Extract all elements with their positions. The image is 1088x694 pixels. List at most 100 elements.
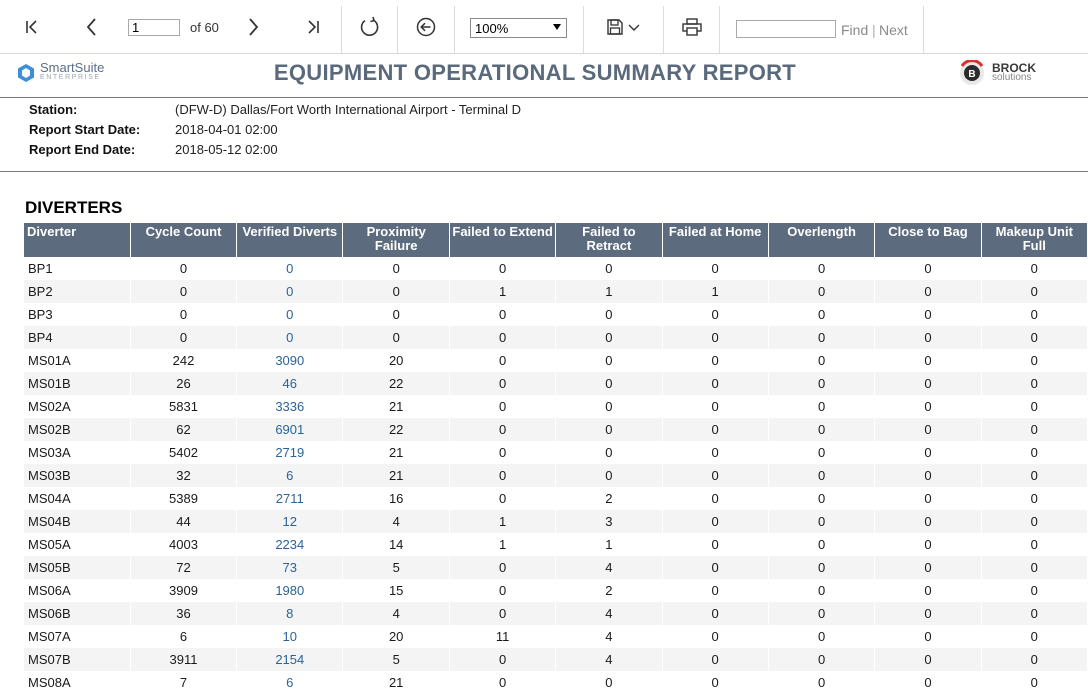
back-icon[interactable]: [411, 12, 441, 42]
diverter-name-cell: BP4: [24, 326, 131, 349]
verified-diverts-link[interactable]: 2719: [236, 441, 344, 464]
table-cell: 0: [874, 326, 982, 349]
start-date-label: Report Start Date:: [29, 122, 141, 137]
verified-diverts-link[interactable]: 0: [236, 303, 344, 326]
table-cell: 0: [662, 510, 769, 533]
diverter-name-cell: MS01A: [24, 349, 131, 372]
table-cell: 4003: [130, 533, 238, 556]
find-input[interactable]: [736, 20, 836, 38]
table-cell: 0: [874, 349, 982, 372]
table-cell: 15: [342, 579, 450, 602]
brock-solutions-logo: B BROCK solutions: [958, 58, 1036, 88]
verified-diverts-link[interactable]: 6: [236, 671, 344, 694]
toolbar-divider: [397, 6, 398, 53]
table-cell: 0: [874, 556, 982, 579]
table-cell: 0: [874, 372, 982, 395]
table-cell: 0: [449, 602, 557, 625]
table-cell: 0: [768, 533, 876, 556]
table-cell: 1: [449, 510, 557, 533]
verified-diverts-link[interactable]: 3336: [236, 395, 344, 418]
table-cell: 0: [662, 602, 769, 625]
table-cell: 0: [981, 464, 1088, 487]
table-cell: 0: [130, 280, 238, 303]
table-cell: 21: [342, 671, 450, 694]
table-cell: 0: [449, 326, 557, 349]
diverter-name-cell: MS03A: [24, 441, 131, 464]
chevron-down-icon[interactable]: [624, 12, 644, 42]
verified-diverts-link[interactable]: 1980: [236, 579, 344, 602]
last-page-icon[interactable]: [298, 12, 328, 42]
table-cell: 0: [449, 648, 557, 671]
table-cell: 0: [981, 441, 1088, 464]
table-cell: 0: [449, 372, 557, 395]
first-page-icon[interactable]: [17, 12, 47, 42]
table-cell: 0: [981, 372, 1088, 395]
zoom-select[interactable]: 100%: [470, 18, 567, 38]
toolbar-divider: [454, 6, 455, 53]
table-cell: 5389: [130, 487, 238, 510]
verified-diverts-link[interactable]: 6901: [236, 418, 344, 441]
diverter-name-cell: BP3: [24, 303, 131, 326]
table-cell: 14: [342, 533, 450, 556]
print-icon[interactable]: [677, 12, 707, 42]
verified-diverts-link[interactable]: 12: [236, 510, 344, 533]
table-cell: 0: [874, 464, 982, 487]
diverter-name-cell: BP1: [24, 257, 131, 280]
verified-diverts-link[interactable]: 3090: [236, 349, 344, 372]
find-link[interactable]: Find: [841, 22, 869, 38]
table-cell: 22: [342, 418, 450, 441]
verified-diverts-link[interactable]: 73: [236, 556, 344, 579]
verified-diverts-link[interactable]: 0: [236, 280, 344, 303]
table-cell: 0: [768, 579, 876, 602]
verified-diverts-link[interactable]: 6: [236, 464, 344, 487]
table-cell: 0: [449, 303, 557, 326]
table-cell: 0: [555, 418, 663, 441]
station-value: (DFW-D) Dallas/Fort Worth International …: [175, 102, 522, 117]
table-cell: 0: [449, 257, 557, 280]
next-page-icon[interactable]: [238, 12, 268, 42]
table-cell: 2: [555, 487, 663, 510]
table-cell: 1: [449, 280, 557, 303]
table-row: BP2 0 0 0 1 1 1 0 0 0: [24, 280, 1088, 303]
table-header-row: Diverter Cycle Count Verified Diverts Proxi…: [24, 223, 1088, 257]
table-cell: 62: [130, 418, 238, 441]
verified-diverts-link[interactable]: 0: [236, 326, 344, 349]
prev-page-icon[interactable]: [77, 12, 107, 42]
diverter-name-cell: MS07B: [24, 648, 131, 671]
diverter-name-cell: MS04B: [24, 510, 131, 533]
column-header: Failed to Retract: [555, 223, 663, 257]
table-cell: 0: [768, 395, 876, 418]
diverter-name-cell: MS06A: [24, 579, 131, 602]
verified-diverts-link[interactable]: 0: [236, 257, 344, 280]
start-date-value: 2018-04-01 02:00: [175, 122, 278, 137]
verified-diverts-link[interactable]: 2234: [236, 533, 344, 556]
verified-diverts-link[interactable]: 46: [236, 372, 344, 395]
table-cell: 0: [768, 671, 876, 694]
table-cell: 4: [342, 602, 450, 625]
table-row: MS02A 5831 3336 21 0 0 0 0 0 0: [24, 395, 1088, 418]
table-cell: 1: [662, 280, 769, 303]
diverters-table: Diverter Cycle Count Verified Diverts Proxi…: [24, 223, 1088, 694]
verified-diverts-link[interactable]: 8: [236, 602, 344, 625]
verified-diverts-link[interactable]: 2154: [236, 648, 344, 671]
refresh-icon[interactable]: [355, 12, 385, 42]
toolbar-divider: [923, 6, 924, 53]
table-row: MS05B 72 73 5 0 4 0 0 0 0: [24, 556, 1088, 579]
table-cell: 0: [449, 418, 557, 441]
save-icon[interactable]: [600, 12, 630, 42]
diverter-name-cell: MS07A: [24, 625, 131, 648]
column-header: Diverter: [24, 223, 131, 257]
verified-diverts-link[interactable]: 10: [236, 625, 344, 648]
table-cell: 0: [662, 464, 769, 487]
table-cell: 0: [874, 395, 982, 418]
table-cell: 0: [662, 487, 769, 510]
next-link[interactable]: Next: [879, 22, 908, 38]
table-cell: 0: [342, 280, 450, 303]
table-cell: 0: [662, 671, 769, 694]
table-cell: 20: [342, 349, 450, 372]
diverter-name-cell: MS02B: [24, 418, 131, 441]
verified-diverts-link[interactable]: 2711: [236, 487, 344, 510]
toolbar-divider: [663, 6, 664, 53]
page-number-input[interactable]: [128, 19, 180, 36]
table-row: MS01B 26 46 22 0 0 0 0 0 0: [24, 372, 1088, 395]
